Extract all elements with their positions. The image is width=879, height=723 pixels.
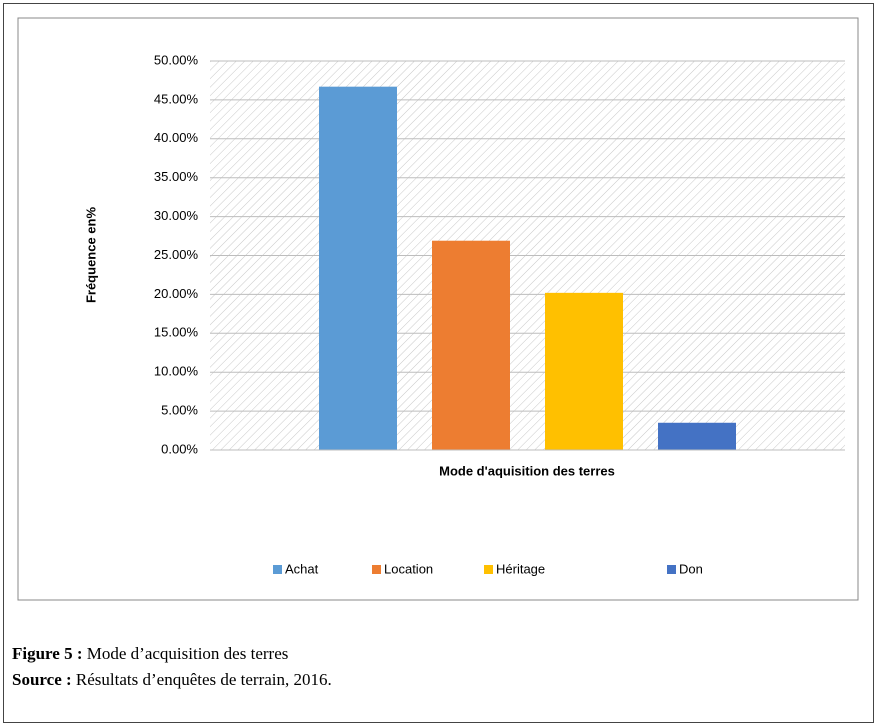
y-tick-label: 40.00% (154, 130, 199, 145)
y-tick-label: 45.00% (154, 91, 199, 106)
x-axis-title: Mode d'aquisition des terres (439, 463, 615, 478)
y-tick-label: 0.00% (161, 441, 198, 456)
bar (432, 240, 510, 450)
legend-label: Don (679, 561, 703, 576)
source-text: Résultats d’enquêtes de terrain, 2016. (75, 670, 332, 689)
y-tick-label: 15.00% (154, 325, 199, 340)
figure-caption: Figure 5 : Mode d’acquisition des terres (12, 644, 288, 664)
figure-label: Figure 5 : (12, 644, 83, 663)
bar (319, 86, 397, 450)
y-tick-label: 5.00% (161, 403, 198, 418)
y-tick-label: 20.00% (154, 286, 199, 301)
y-tick-label: 10.00% (154, 364, 199, 379)
y-tick-label: 35.00% (154, 169, 199, 184)
source-caption: Source : Résultats d’enquêtes de terrain… (12, 670, 332, 690)
legend-swatch (667, 565, 676, 574)
page: {"chart_data": {"type": "bar", "y_label"… (3, 3, 874, 723)
chart: Fréquence en% Mode d'aquisition des terr… (17, 17, 859, 601)
legend-label: Achat (285, 561, 319, 576)
source-label: Source : (12, 670, 72, 689)
figure-text: Mode d’acquisition des terres (86, 644, 289, 663)
y-tick-label: 30.00% (154, 208, 199, 223)
legend-swatch (273, 565, 282, 574)
legend-label: Location (384, 561, 433, 576)
y-tick-label: 25.00% (154, 247, 199, 262)
legend-swatch (372, 565, 381, 574)
y-axis-title: Fréquence en% (83, 207, 98, 304)
y-tick-label: 50.00% (154, 52, 199, 67)
bar (545, 292, 623, 450)
legend-label: Héritage (496, 561, 545, 576)
bar (658, 422, 736, 450)
legend-swatch (484, 565, 493, 574)
